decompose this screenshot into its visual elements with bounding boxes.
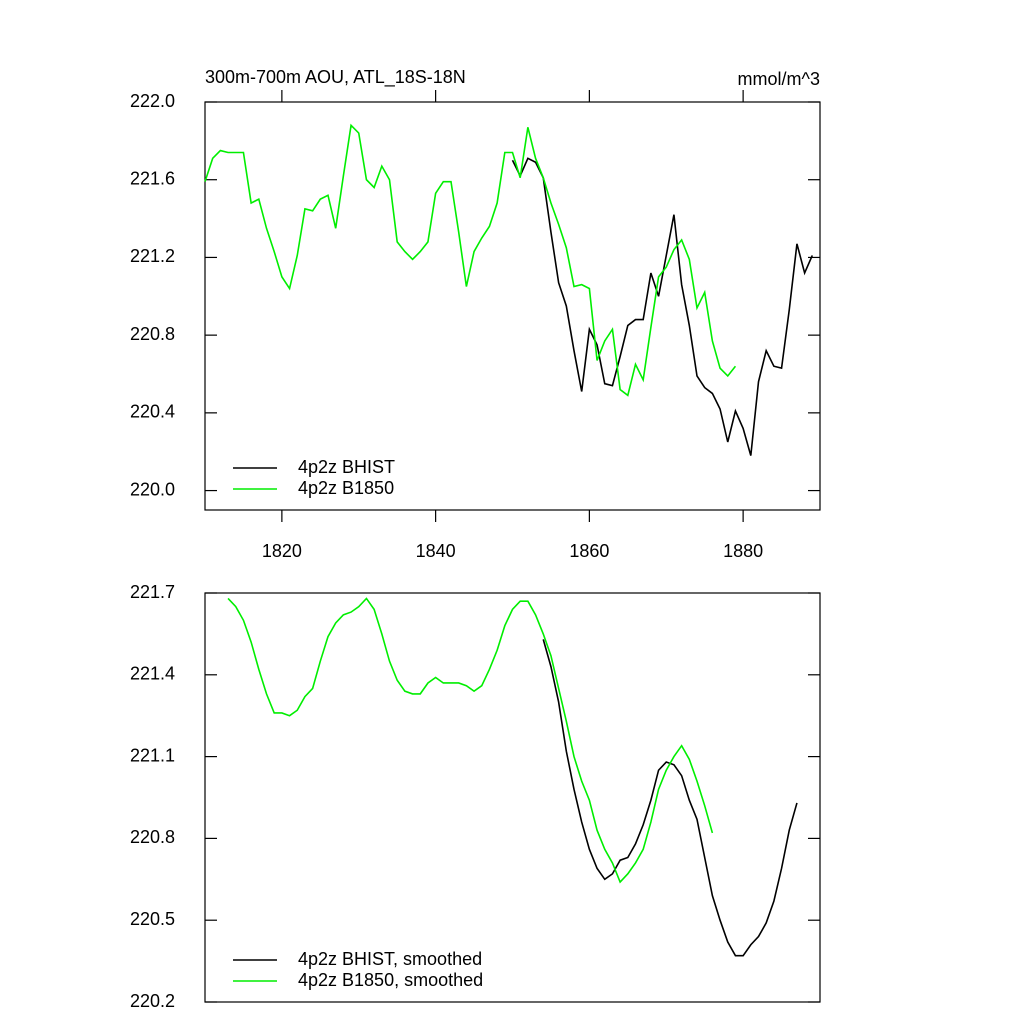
y-tick-label: 220.8: [130, 827, 175, 847]
legend-label: 4p2z B1850: [298, 478, 394, 498]
data-line: [204, 123, 737, 397]
y-tick-label: 220.2: [130, 991, 175, 1011]
y-tick-label: 221.4: [130, 664, 175, 684]
y-tick-label: 221.6: [130, 168, 175, 188]
y-tick-label: 222.0: [130, 91, 175, 111]
x-tick-label: 1860: [569, 541, 609, 561]
legend-label: 4p2z B1850, smoothed: [298, 970, 483, 990]
y-tick-label: 221.7: [130, 582, 175, 602]
chart-title: 300m-700m AOU, ATL_18S-18N: [205, 67, 466, 88]
legend-label: 4p2z BHIST: [298, 457, 395, 477]
y-tick-label: 221.2: [130, 246, 175, 266]
y-tick-label: 220.0: [130, 479, 175, 499]
units-label: mmol/m^3: [738, 69, 820, 89]
plot-frame: [204, 592, 821, 1003]
y-tick-label: 220.5: [130, 909, 175, 929]
x-tick-label: 1840: [416, 541, 456, 561]
y-tick-label: 221.1: [130, 745, 175, 765]
y-tick-label: 220.8: [130, 324, 175, 344]
data-line: [227, 597, 714, 884]
plot-frame: [204, 101, 821, 511]
x-tick-label: 1820: [262, 541, 302, 561]
x-tick-label: 1880: [723, 541, 763, 561]
data-line: [511, 157, 814, 456]
y-tick-label: 220.4: [130, 402, 175, 422]
legend-label: 4p2z BHIST, smoothed: [298, 949, 482, 969]
